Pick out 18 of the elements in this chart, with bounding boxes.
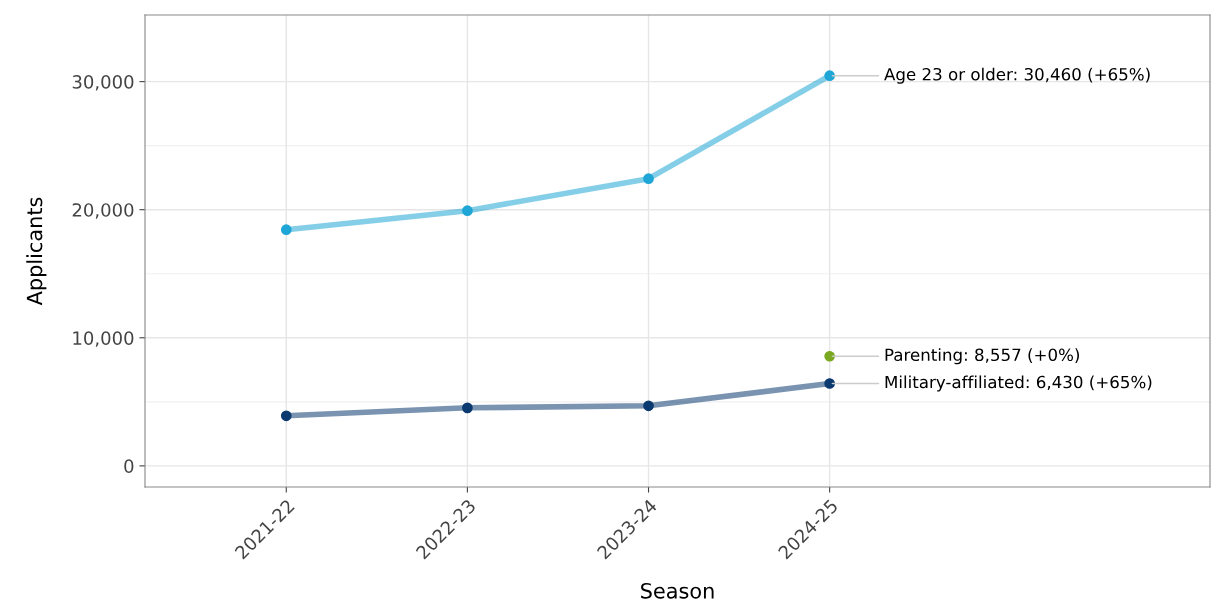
point — [280, 224, 292, 236]
x-axis-title: Season — [641, 582, 714, 599]
point — [462, 205, 473, 217]
point — [462, 402, 473, 414]
point — [824, 378, 835, 389]
y-tick-label: 0 — [124, 459, 134, 473]
point — [824, 70, 835, 82]
y-tick-label: 20,000 — [72, 203, 134, 219]
point — [643, 400, 654, 412]
point — [643, 173, 654, 185]
point — [824, 350, 835, 362]
y-tick-label: 30,000 — [72, 75, 134, 91]
annotation: Military-affiliated: 6,430 (+65%) — [885, 375, 1152, 392]
annotation: Age 23 or older: 30,460 (+65%) — [884, 67, 1150, 84]
y-tick-label: 10,000 — [73, 331, 134, 347]
annotation: Parenting: 8,557 (+0%) — [885, 348, 1079, 365]
y-axis-title: Applicants — [26, 197, 47, 306]
point — [280, 410, 292, 422]
